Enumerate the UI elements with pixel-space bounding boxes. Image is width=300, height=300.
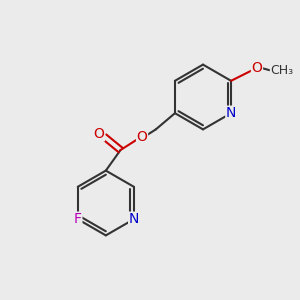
Text: F: F <box>74 212 82 226</box>
Text: N: N <box>129 212 139 226</box>
Text: O: O <box>136 130 148 144</box>
Text: O: O <box>94 127 104 141</box>
Text: CH₃: CH₃ <box>270 64 294 77</box>
Text: N: N <box>226 106 236 120</box>
Text: O: O <box>251 61 262 75</box>
